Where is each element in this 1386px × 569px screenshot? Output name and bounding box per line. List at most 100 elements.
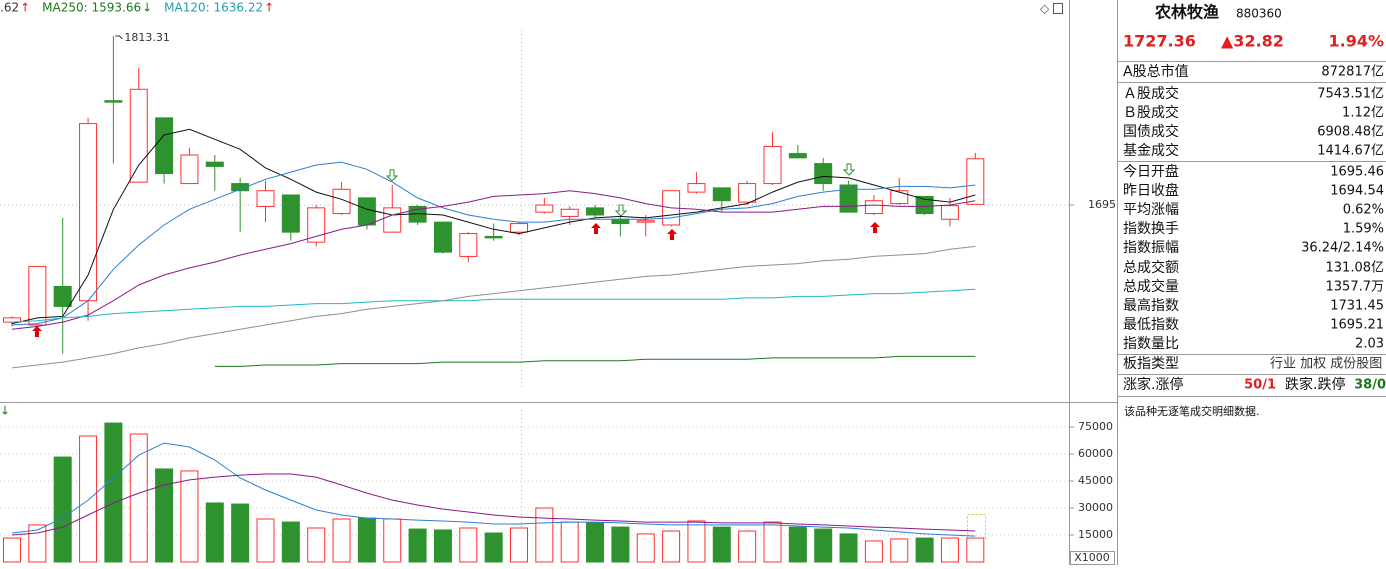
row-label: 平均涨幅 [1123, 202, 1179, 218]
row-label: Ａ股成交 [1123, 85, 1179, 102]
volume-bar [433, 529, 452, 563]
candle-body [535, 204, 554, 213]
row-value: 7543.51亿 [1317, 87, 1384, 102]
buy-arrow [591, 223, 601, 234]
candle-body [484, 235, 503, 239]
candle-body [3, 317, 21, 323]
candle-body [788, 153, 807, 159]
candle-body [459, 233, 478, 257]
candle-body [712, 187, 731, 202]
candle-body [281, 194, 300, 233]
sell-arrows [385, 163, 856, 217]
candle-body [636, 220, 655, 223]
annotation: 1813.31 [124, 31, 169, 44]
volume-bar [763, 521, 782, 563]
volume-bar [28, 524, 47, 563]
y-tick-label: 60000 [1078, 447, 1113, 460]
legend-text: MA120: 1636.22 [164, 1, 263, 15]
row-value: 1414.67亿 [1317, 144, 1384, 159]
candle-body [586, 207, 605, 216]
window-icon[interactable] [1053, 3, 1063, 14]
volume-bar [129, 433, 148, 563]
row-value: 6908.48亿 [1317, 125, 1384, 140]
volume-bar [510, 527, 528, 563]
volume-bar [231, 503, 250, 563]
volume-bar [560, 521, 579, 563]
volume-bar [788, 526, 807, 563]
volume-bar [839, 533, 858, 563]
row-label: 国债成交 [1123, 123, 1179, 140]
volume-bar [915, 537, 934, 563]
volume-bar [738, 530, 757, 563]
row-label: 总成交量 [1123, 278, 1179, 295]
candle-body [687, 183, 706, 193]
candle-body [155, 117, 174, 175]
sell-arrow [842, 163, 856, 176]
candle-body [357, 197, 376, 226]
volume-bar [814, 528, 833, 563]
panel-code: 880360 [1236, 7, 1282, 21]
candle-body [53, 285, 72, 307]
candle-body [332, 188, 351, 215]
row-value: 2.03 [1355, 337, 1384, 352]
row-value: 1695.46 [1330, 165, 1384, 180]
y-tick-label: 15000 [1078, 528, 1113, 541]
row-value: 1357.7万 [1326, 280, 1385, 295]
volume-bar [53, 456, 72, 563]
row-label: 最高指数 [1123, 297, 1179, 314]
candle-body [256, 190, 275, 207]
row-value: 1.12亿 [1342, 106, 1384, 121]
volume-bar [281, 521, 300, 563]
volume-bar [307, 527, 326, 563]
panel-title: 农林牧渔 [1154, 3, 1219, 22]
ma-line [214, 355, 976, 367]
volume-bar [332, 518, 351, 563]
candle-body [814, 163, 833, 185]
last-price: 1727.36 [1123, 32, 1196, 51]
legend-arrow: ↑ [20, 1, 30, 15]
candle-body [560, 208, 579, 217]
ma-line [11, 288, 976, 323]
annotation-pointer [115, 35, 123, 40]
candle-body [915, 195, 934, 215]
row-label: 总成交额 [1123, 259, 1179, 276]
buy-arrow [667, 229, 677, 240]
signal-arrows [32, 222, 880, 337]
volume-bar [104, 422, 123, 563]
candle-body [864, 200, 883, 215]
row-value: 1694.54 [1330, 184, 1384, 199]
buy-arrow [32, 326, 42, 337]
candle-body [966, 158, 985, 205]
candle-body [28, 265, 47, 326]
candle-body [307, 207, 326, 243]
row-value: 1695.21 [1330, 318, 1384, 333]
legend-text: MA250: 1593.66 [42, 1, 141, 15]
ma-line [11, 190, 976, 330]
ma-line [11, 161, 976, 326]
row-label: 最低指数 [1123, 317, 1179, 333]
volume-bar [611, 526, 630, 563]
candle-body [231, 183, 250, 192]
diamond-icon[interactable]: ◇ [1040, 2, 1050, 16]
row-label: 今日开盘 [1123, 163, 1179, 180]
candle-body [433, 221, 452, 253]
row-label: 昨日收盘 [1123, 182, 1179, 199]
row-value: 36.24/2.14% [1301, 241, 1384, 256]
y-tick-label: 30000 [1078, 501, 1113, 514]
row-label: 指数量比 [1123, 336, 1179, 352]
row-label: A股总市值 [1123, 63, 1189, 80]
volume-bar [256, 518, 275, 563]
volume-bar [3, 537, 21, 563]
row-value: 1731.45 [1330, 299, 1384, 314]
volume-bar [966, 537, 985, 563]
legend-text: .62 [0, 1, 19, 15]
ma-line [11, 442, 976, 537]
candle-body [611, 218, 630, 225]
ma-line [11, 473, 976, 536]
row-value: 38/0 [1354, 378, 1386, 393]
volume-bar [864, 540, 883, 563]
row-label: Ｂ股成交 [1123, 104, 1179, 121]
volume-bar [79, 435, 98, 563]
candle-body [839, 184, 858, 213]
